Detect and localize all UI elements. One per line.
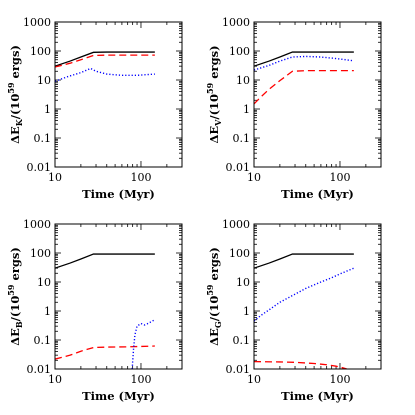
- x-tick-label: 100: [130, 373, 151, 386]
- plot-frame: [54, 21, 183, 168]
- y-tick-label: 1: [44, 305, 51, 318]
- series-line-dotted: [55, 67, 155, 82]
- y-tick-label: 1000: [23, 16, 51, 29]
- y-axis-label-part: /(10: [8, 296, 22, 322]
- y-axis-label-part: ΔE: [8, 328, 22, 346]
- series-line-solid: [55, 253, 155, 269]
- y-axis-label-part: 59: [205, 284, 215, 296]
- x-axis-label: Time (Myr): [281, 187, 354, 201]
- y-axis-label-part: B: [14, 321, 24, 328]
- y-tick-label: 100: [30, 247, 51, 260]
- chart-panel-bottom-right: 10 100 0.01 0.1 1 10 100 1000 Time (Myr) ΔEG/(105…: [205, 218, 382, 403]
- plot-frame: [54, 223, 183, 370]
- y-tick-label: 0.01: [226, 161, 251, 174]
- y-axis-label-part: ΔE: [207, 328, 221, 346]
- x-tick-label: 100: [329, 373, 350, 386]
- y-axis-label: ΔEB/(1059 ergs): [6, 247, 24, 346]
- y-tick-label: 0.1: [233, 132, 251, 145]
- x-tick-label: 10: [48, 373, 62, 386]
- y-tick-label: 1000: [222, 218, 250, 231]
- y-axis-label-part: ergs): [207, 45, 221, 82]
- y-tick-label: 0.01: [27, 161, 52, 174]
- y-tick-label: 0.01: [226, 363, 251, 376]
- series-line-dashed: [254, 70, 354, 105]
- y-axis-label-part: ergs): [207, 247, 221, 284]
- y-axis-label-part: /(10: [207, 94, 221, 120]
- y-axis-label-part: K: [14, 118, 24, 126]
- series-line-dotted: [254, 267, 355, 322]
- y-tick-label: 1000: [222, 16, 250, 29]
- y-axis-label-part: ΔE: [207, 126, 221, 144]
- series-line-solid: [254, 253, 354, 269]
- y-axis-label: ΔEG/(1059 ergs): [205, 247, 223, 346]
- chart-panel-top-left: 10 100 0.01 0.1 1 10 100 1000 Time (Myr) ΔEK/(105…: [6, 16, 183, 201]
- x-axis-label: Time (Myr): [82, 389, 155, 403]
- y-tick-label: 1: [243, 103, 250, 116]
- y-tick-label: 10: [236, 276, 250, 289]
- y-axis-label-part: 59: [205, 82, 215, 94]
- y-tick-label: 1: [243, 305, 250, 318]
- y-axis-label-part: /(10: [8, 94, 22, 120]
- series-line-dashed: [55, 54, 155, 68]
- y-axis-label-part: ΔE: [8, 126, 22, 144]
- y-axis-label-part: 59: [6, 284, 16, 296]
- y-tick-label: 0.1: [34, 132, 52, 145]
- y-tick-label: 100: [229, 247, 250, 260]
- y-axis-label-part: /(10: [207, 296, 221, 322]
- series-line-dotted: [131, 319, 156, 369]
- plot-frame: [253, 21, 382, 168]
- y-tick-label: 1000: [23, 218, 51, 231]
- x-tick-label: 10: [48, 171, 62, 184]
- series-line-solid: [254, 51, 354, 67]
- x-tick-label: 100: [130, 171, 151, 184]
- y-tick-label: 1: [44, 103, 51, 116]
- y-axis-label-part: G: [213, 321, 223, 328]
- y-tick-label: 10: [37, 74, 51, 87]
- y-axis-label-part: ergs): [8, 45, 22, 82]
- y-axis-label-part: V: [213, 119, 223, 127]
- y-tick-label: 0.1: [233, 334, 251, 347]
- series-line-dashed: [254, 360, 347, 369]
- x-tick-label: 100: [329, 171, 350, 184]
- plot-frame: [253, 223, 382, 370]
- y-tick-label: 0.01: [27, 363, 52, 376]
- series-line-solid: [55, 51, 155, 67]
- y-tick-label: 10: [236, 74, 250, 87]
- y-tick-label: 0.1: [34, 334, 52, 347]
- y-axis-label-part: 59: [6, 82, 16, 94]
- chart-panel-bottom-left: 10 100 0.01 0.1 1 10 100 1000 Time (Myr) ΔEB/(105…: [6, 218, 183, 403]
- x-axis-label: Time (Myr): [82, 187, 155, 201]
- y-tick-label: 100: [229, 45, 250, 58]
- y-axis-label-part: ergs): [8, 247, 22, 284]
- chart-panel-top-right: 10 100 0.01 0.1 1 10 100 1000 Time (Myr) ΔEV/(105…: [205, 16, 382, 201]
- x-tick-label: 10: [247, 373, 261, 386]
- y-tick-label: 10: [37, 276, 51, 289]
- series-line-dotted: [254, 55, 354, 71]
- y-axis-label: ΔEV/(1059 ergs): [205, 45, 223, 143]
- x-axis-label: Time (Myr): [281, 389, 354, 403]
- x-tick-label: 10: [247, 171, 261, 184]
- series-line-dashed: [55, 345, 155, 360]
- y-tick-label: 100: [30, 45, 51, 58]
- y-axis-label: ΔEK/(1059 ergs): [6, 45, 24, 144]
